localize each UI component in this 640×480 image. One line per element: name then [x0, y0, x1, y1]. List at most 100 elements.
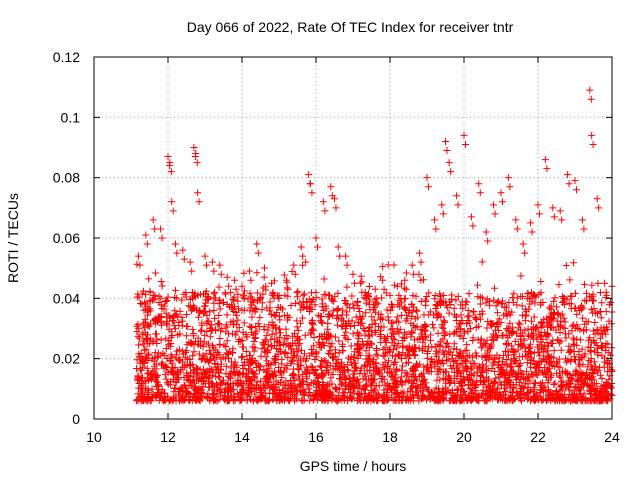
data-point: [565, 342, 573, 350]
data-point: [594, 389, 602, 397]
data-point: [142, 385, 150, 393]
data-point: [483, 324, 491, 332]
data-point: [235, 305, 243, 313]
data-point: [489, 360, 497, 368]
data-point: [357, 392, 365, 400]
data-point: [141, 316, 149, 324]
data-point: [183, 310, 191, 318]
data-point: [419, 338, 427, 346]
data-point: [400, 295, 408, 303]
data-point: [581, 374, 589, 382]
data-point: [202, 261, 210, 269]
data-point: [308, 346, 316, 354]
data-point: [516, 393, 524, 401]
data-point: [246, 376, 254, 384]
data-point: [595, 204, 603, 212]
data-point: [354, 354, 362, 362]
data-point: [531, 299, 539, 307]
data-point: [379, 315, 387, 323]
data-point: [260, 273, 268, 281]
data-point: [268, 279, 276, 287]
data-point: [157, 361, 165, 369]
data-point: [373, 294, 381, 302]
data-point: [469, 334, 477, 342]
data-point: [339, 347, 347, 355]
data-point: [165, 325, 173, 333]
data-point: [403, 350, 411, 358]
data-point: [538, 368, 546, 376]
data-point: [457, 325, 465, 333]
data-point: [255, 366, 263, 374]
data-point: [555, 281, 563, 289]
data-point: [244, 389, 252, 397]
data-point: [571, 383, 579, 391]
data-point: [394, 340, 402, 348]
data-point: [172, 286, 180, 294]
data-point: [253, 269, 261, 277]
data-point: [354, 298, 362, 306]
data-point: [284, 285, 292, 293]
data-point: [527, 395, 535, 403]
data-point: [393, 327, 401, 335]
data-point: [535, 328, 543, 336]
data-point: [545, 364, 553, 372]
data-point: [423, 292, 431, 300]
data-point: [156, 313, 164, 321]
data-point: [321, 207, 329, 215]
data-point: [260, 325, 268, 333]
data-point: [193, 364, 201, 372]
data-point: [528, 293, 536, 301]
data-point: [139, 363, 147, 371]
data-point: [384, 357, 392, 365]
data-point: [173, 294, 181, 302]
data-point: [550, 380, 558, 388]
x-tick-label: 12: [160, 429, 176, 445]
data-point: [432, 305, 440, 313]
data-point: [512, 371, 520, 379]
data-point: [382, 289, 390, 297]
data-point: [440, 317, 448, 325]
data-point: [436, 298, 444, 306]
data-point: [322, 335, 330, 343]
data-point: [230, 296, 238, 304]
data-point: [173, 249, 181, 257]
data-point: [333, 397, 341, 405]
data-point: [573, 376, 581, 384]
data-point: [217, 327, 225, 335]
data-point: [538, 320, 546, 328]
data-point: [594, 366, 602, 374]
data-point: [162, 344, 170, 352]
data-point: [349, 270, 357, 278]
data-point: [135, 341, 143, 349]
data-point: [367, 339, 375, 347]
data-point: [210, 307, 218, 315]
data-point: [426, 360, 434, 368]
data-point: [277, 367, 285, 375]
data-point: [558, 216, 566, 224]
data-point: [450, 340, 458, 348]
data-point: [519, 370, 527, 378]
data-point: [163, 354, 171, 362]
data-point: [524, 331, 532, 339]
data-point: [509, 392, 517, 400]
data-point: [439, 360, 447, 368]
data-point: [375, 382, 383, 390]
data-point: [494, 395, 502, 403]
data-point: [428, 388, 436, 396]
data-point: [135, 325, 143, 333]
data-point: [372, 350, 380, 358]
data-point: [508, 323, 516, 331]
data-point: [164, 368, 172, 376]
data-point: [537, 277, 545, 285]
data-point: [500, 352, 508, 360]
data-point: [171, 240, 179, 248]
data-point: [297, 396, 305, 404]
data-point: [313, 372, 321, 380]
data-point: [362, 309, 370, 317]
data-point: [239, 293, 247, 301]
data-point: [157, 336, 165, 344]
data-point: [223, 323, 231, 331]
data-point: [179, 246, 187, 254]
x-tick-label: 20: [456, 429, 472, 445]
data-point: [339, 306, 347, 314]
